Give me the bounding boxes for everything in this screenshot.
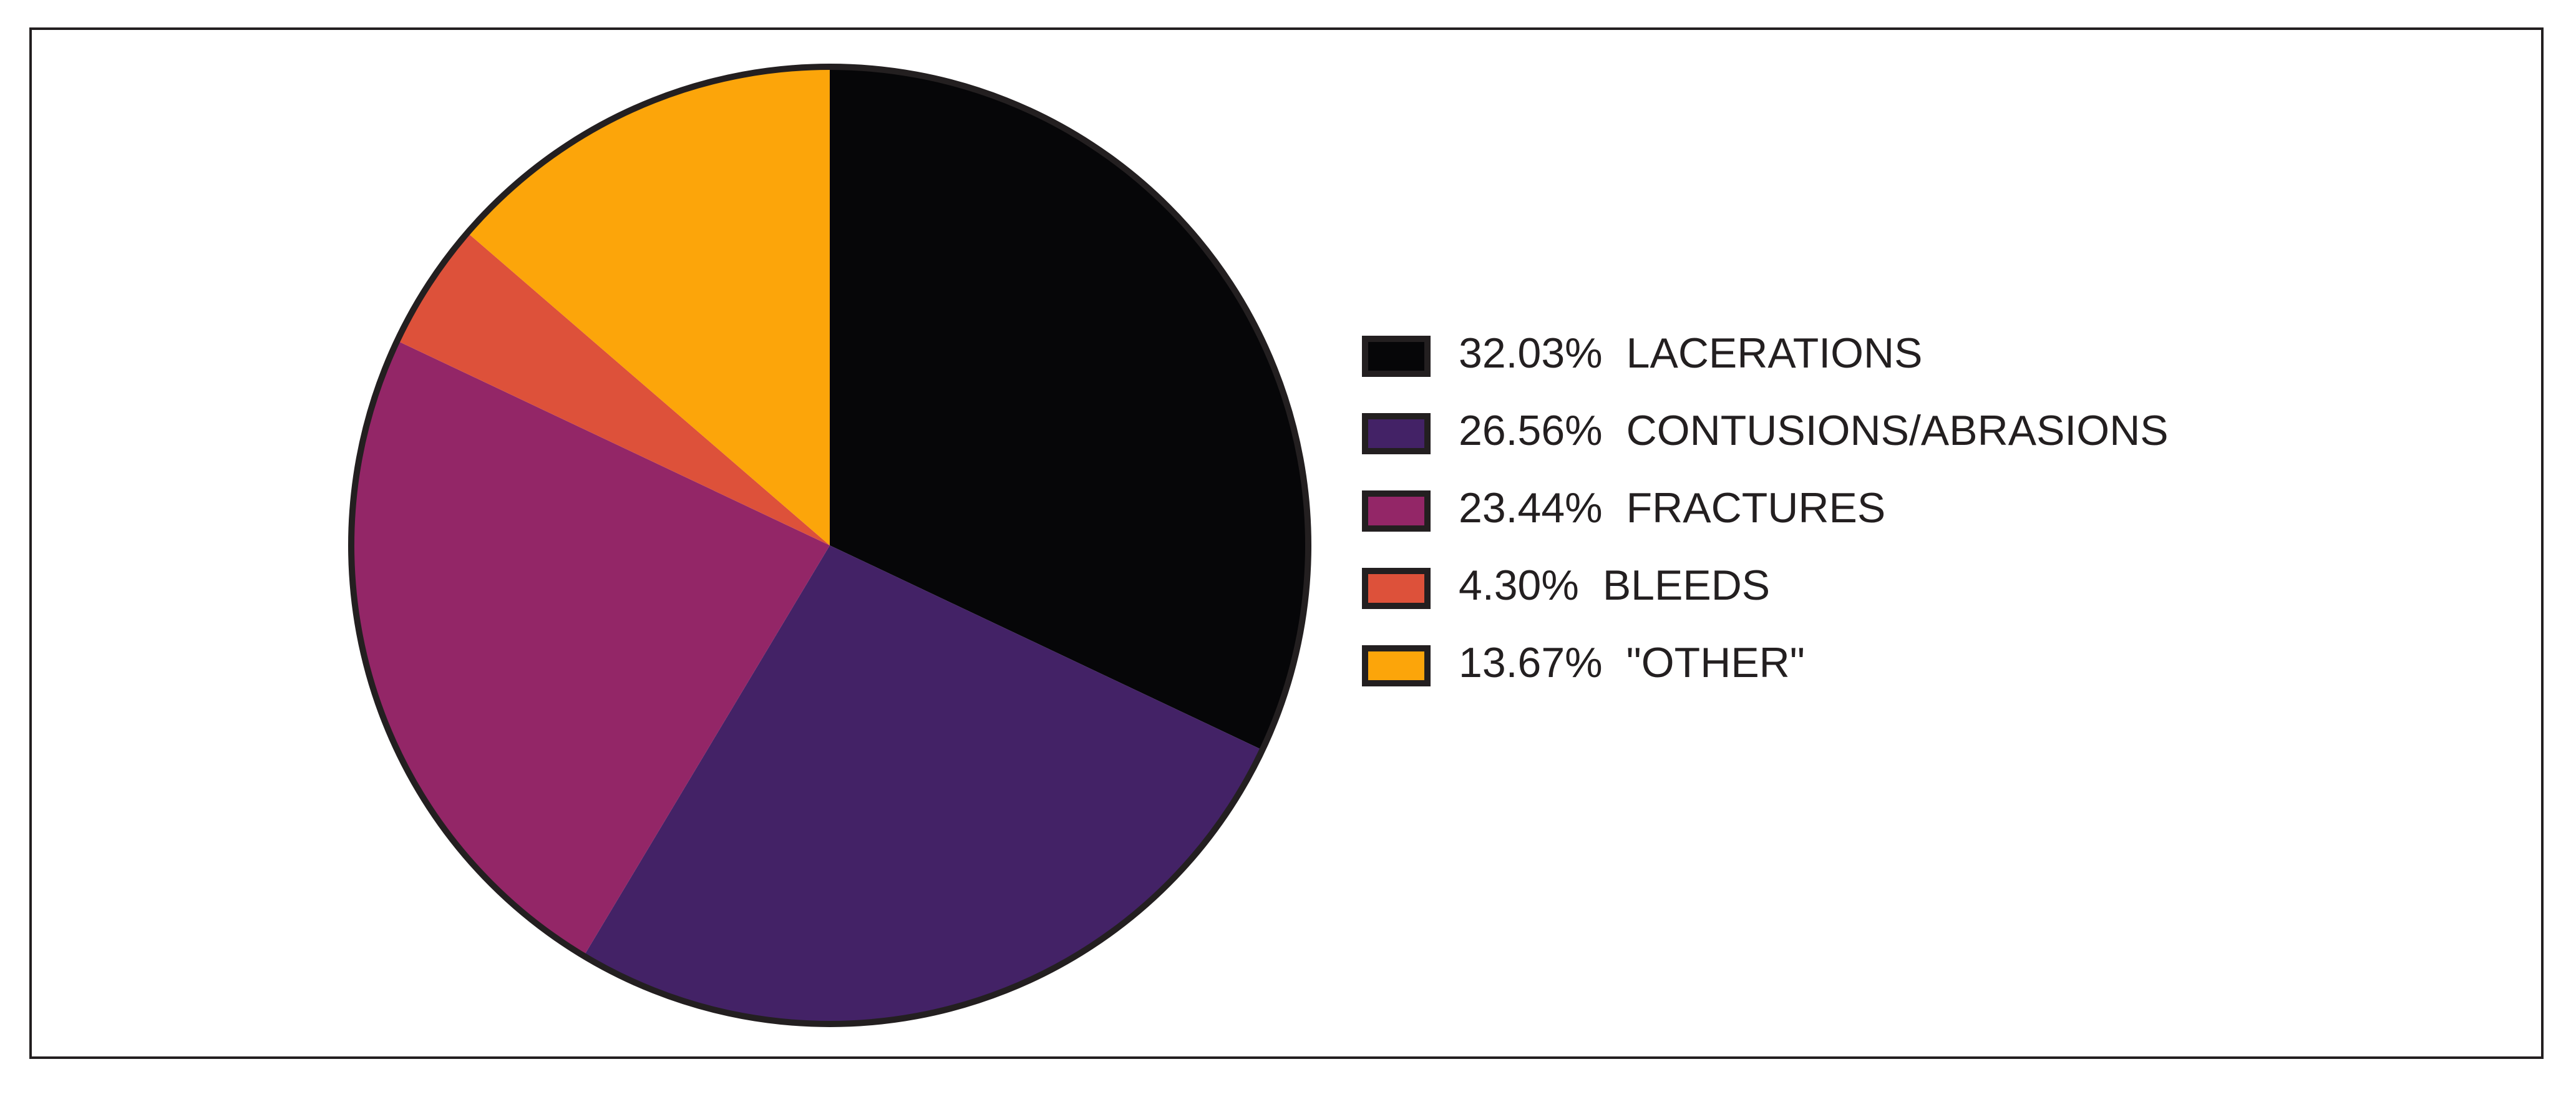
legend-value: 23.44% [1459, 484, 1603, 532]
legend-swatch [1362, 413, 1431, 454]
legend-category: FRACTURES [1626, 484, 1886, 532]
legend-swatch [1362, 645, 1431, 686]
legend: 32.03% LACERATIONS 26.56% CONTUSIONS/ABRASI… [1362, 329, 2169, 686]
legend-swatch [1362, 336, 1431, 377]
legend-category: "OTHER" [1626, 639, 1805, 686]
pie-slice [351, 341, 830, 956]
legend-value: 26.56% [1459, 407, 1603, 454]
pie-slice [467, 67, 830, 545]
legend-category: CONTUSIONS/ABRASIONS [1626, 407, 2169, 454]
legend-value: 13.67% [1459, 639, 1603, 686]
pie [348, 64, 1311, 1027]
legend-label: 13.67% "OTHER" [1459, 639, 1805, 686]
legend-label: 4.30% BLEEDS [1459, 562, 1770, 609]
legend-value: 32.03% [1459, 329, 1603, 377]
pie-slice [830, 67, 1308, 750]
legend-category: LACERATIONS [1626, 329, 1923, 377]
legend-label: 26.56% CONTUSIONS/ABRASIONS [1459, 407, 2169, 454]
legend-swatch [1362, 490, 1431, 532]
legend-label: 23.44% FRACTURES [1459, 484, 1885, 532]
pie-outline [348, 64, 1311, 1027]
pie-slice [397, 232, 830, 545]
pie-slice [583, 545, 1263, 1024]
legend-category: BLEEDS [1603, 562, 1770, 609]
legend-value: 4.30% [1459, 562, 1579, 609]
legend-label: 32.03% LACERATIONS [1459, 329, 1922, 377]
legend-swatch [1362, 568, 1431, 609]
